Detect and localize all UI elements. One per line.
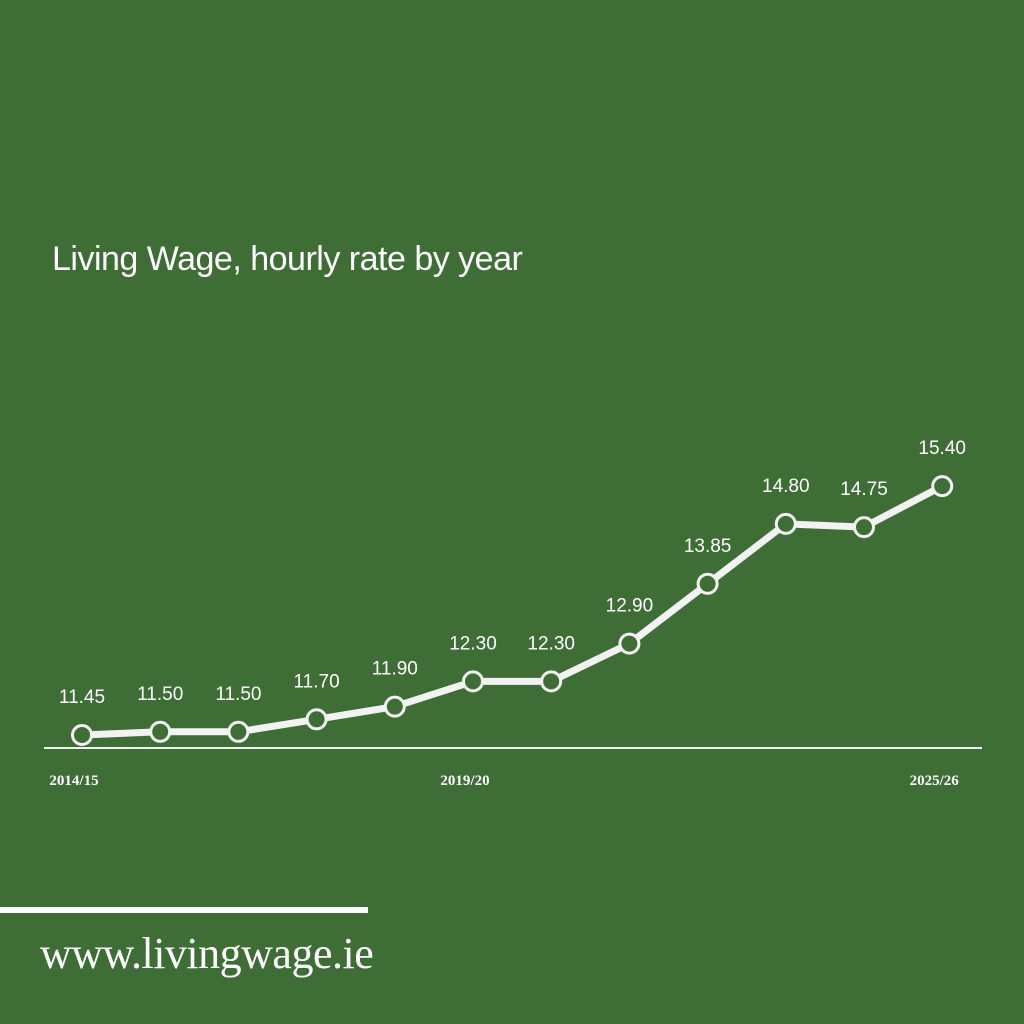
x-tick-label: 2014/15 (49, 773, 98, 789)
chart-title: Living Wage, hourly rate by year (52, 240, 523, 278)
x-tick-labels: 2014/15 2019/20 2025/26 (49, 773, 959, 789)
data-label: 11.90 (372, 659, 418, 680)
data-label: 14.80 (762, 476, 810, 497)
data-label: 11.45 (59, 687, 105, 708)
data-label: 12.90 (606, 596, 654, 617)
data-label: 11.50 (215, 684, 261, 705)
data-point-marker (305, 708, 328, 731)
value-labels: 11.45 11.50 11.50 11.70 11.90 12.30 12.30 12.90… (59, 438, 966, 708)
data-point-marker (853, 516, 875, 539)
data-point-marker (696, 572, 719, 595)
data-point-marker (462, 670, 484, 693)
data-point-marker (618, 632, 641, 655)
series-line (81, 483, 944, 739)
data-point-marker (71, 724, 93, 746)
data-point-marker (227, 720, 250, 743)
footer-divider (0, 907, 368, 913)
series-layer (71, 475, 954, 746)
data-label: 12.30 (527, 633, 575, 654)
data-point-marker (774, 512, 797, 535)
data-point-marker (149, 720, 172, 743)
data-point-marker (540, 670, 563, 693)
data-label: 11.50 (137, 684, 183, 705)
data-label: 13.85 (684, 536, 732, 557)
data-point-marker (383, 695, 406, 718)
data-label: 11.70 (294, 671, 340, 692)
x-tick-label: 2025/26 (910, 773, 960, 789)
website-link[interactable]: www.livingwage.ie (40, 929, 374, 978)
data-label: 15.40 (918, 438, 966, 459)
data-label: 14.75 (840, 479, 888, 500)
x-tick-label: 2019/20 (440, 773, 489, 789)
data-point-marker (931, 475, 954, 498)
data-label: 12.30 (449, 633, 497, 654)
